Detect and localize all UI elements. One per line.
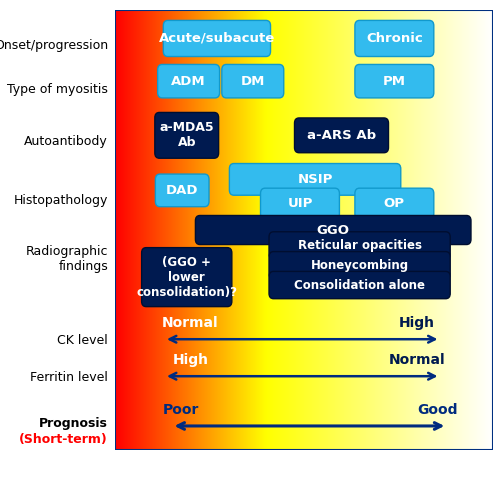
FancyBboxPatch shape [164,20,270,57]
Text: Poor: Poor [163,403,199,417]
FancyBboxPatch shape [269,272,450,299]
Text: NSIP: NSIP [298,173,333,186]
Text: UIP: UIP [288,197,312,210]
Text: Autoantibody: Autoantibody [24,135,108,149]
Text: High: High [399,316,435,331]
Text: Consolidation alone: Consolidation alone [294,278,425,292]
FancyBboxPatch shape [222,64,284,98]
FancyBboxPatch shape [294,118,388,153]
Text: DAD: DAD [166,184,198,197]
Text: ADM: ADM [172,75,206,88]
Text: GGO: GGO [316,223,350,237]
Text: (Short-term): (Short-term) [20,432,108,446]
FancyBboxPatch shape [155,113,218,158]
Text: a-MDA5
Ab: a-MDA5 Ab [160,122,214,150]
Text: Normal: Normal [162,316,219,331]
Text: Chronic: Chronic [366,32,422,45]
FancyBboxPatch shape [142,247,232,307]
FancyBboxPatch shape [156,174,209,207]
FancyBboxPatch shape [230,163,401,195]
FancyBboxPatch shape [355,188,434,219]
Text: a-ARS Ab: a-ARS Ab [307,129,376,142]
Text: PM: PM [383,75,406,88]
Text: Onset/progression: Onset/progression [0,38,108,52]
FancyBboxPatch shape [196,215,471,245]
Text: Reticular opacities: Reticular opacities [298,239,422,252]
Text: Normal: Normal [388,353,446,368]
FancyBboxPatch shape [158,64,220,98]
Text: (GGO +
lower
consolidation)?: (GGO + lower consolidation)? [136,256,237,299]
FancyBboxPatch shape [355,64,434,98]
Text: Honeycombing: Honeycombing [310,259,408,272]
Text: DM: DM [240,75,265,88]
Text: Good: Good [418,403,458,417]
Text: High: High [172,353,208,368]
Text: OP: OP [384,197,405,210]
FancyBboxPatch shape [269,251,450,279]
FancyBboxPatch shape [260,188,340,219]
FancyBboxPatch shape [269,232,450,259]
Text: Type of myositis: Type of myositis [7,83,108,95]
Text: Ferritin level: Ferritin level [30,371,108,384]
Text: CK level: CK level [58,335,108,347]
Text: Acute/subacute: Acute/subacute [159,32,275,45]
Text: Prognosis: Prognosis [39,417,108,430]
Text: Histopathology: Histopathology [14,194,108,207]
Text: Radiographic
findings: Radiographic findings [26,245,108,273]
FancyBboxPatch shape [355,20,434,57]
